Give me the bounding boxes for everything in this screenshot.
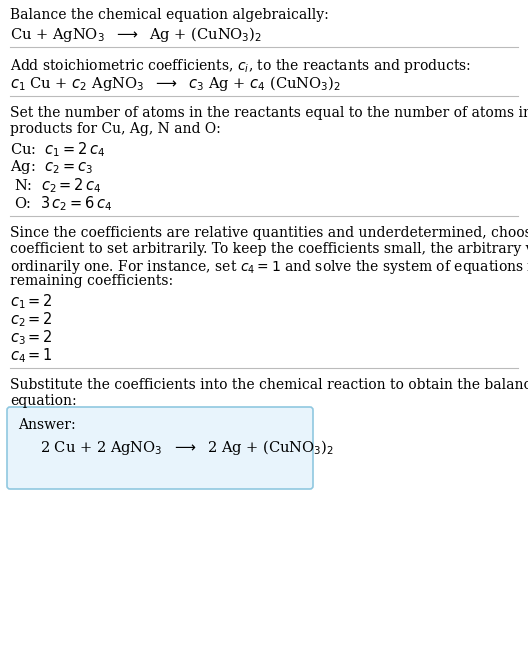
Text: Set the number of atoms in the reactants equal to the number of atoms in the: Set the number of atoms in the reactants… [10,106,528,120]
Text: $c_2 = 2$: $c_2 = 2$ [10,310,53,329]
Text: $c_1$ Cu + $c_2$ AgNO$_3$  $\longrightarrow$  $c_3$ Ag + $c_4$ (CuNO$_3$)$_2$: $c_1$ Cu + $c_2$ AgNO$_3$ $\longrightarr… [10,74,341,93]
Text: Cu + AgNO$_3$  $\longrightarrow$  Ag + (CuNO$_3$)$_2$: Cu + AgNO$_3$ $\longrightarrow$ Ag + (Cu… [10,25,262,44]
Text: ordinarily one. For instance, set $c_4 = 1$ and solve the system of equations fo: ordinarily one. For instance, set $c_4 =… [10,258,528,276]
Text: Answer:: Answer: [18,418,76,432]
Text: Add stoichiometric coefficients, $c_i$, to the reactants and products:: Add stoichiometric coefficients, $c_i$, … [10,57,471,75]
Text: Balance the chemical equation algebraically:: Balance the chemical equation algebraica… [10,8,329,22]
Text: $c_4 = 1$: $c_4 = 1$ [10,346,53,364]
Text: coefficient to set arbitrarily. To keep the coefficients small, the arbitrary va: coefficient to set arbitrarily. To keep … [10,242,528,256]
FancyBboxPatch shape [7,407,313,489]
Text: Since the coefficients are relative quantities and underdetermined, choose a: Since the coefficients are relative quan… [10,226,528,240]
Text: Ag:  $c_2 = c_3$: Ag: $c_2 = c_3$ [10,158,93,176]
Text: 2 Cu + 2 AgNO$_3$  $\longrightarrow$  2 Ag + (CuNO$_3$)$_2$: 2 Cu + 2 AgNO$_3$ $\longrightarrow$ 2 Ag… [40,438,334,457]
Text: products for Cu, Ag, N and O:: products for Cu, Ag, N and O: [10,122,221,136]
Text: Substitute the coefficients into the chemical reaction to obtain the balanced: Substitute the coefficients into the che… [10,378,528,392]
Text: $c_3 = 2$: $c_3 = 2$ [10,328,53,347]
Text: Cu:  $c_1 = 2\,c_4$: Cu: $c_1 = 2\,c_4$ [10,140,106,158]
Text: equation:: equation: [10,394,77,408]
Text: N:  $c_2 = 2\,c_4$: N: $c_2 = 2\,c_4$ [14,176,101,195]
Text: $c_1 = 2$: $c_1 = 2$ [10,292,53,311]
Text: O:  $3\,c_2 = 6\,c_4$: O: $3\,c_2 = 6\,c_4$ [14,194,112,213]
Text: remaining coefficients:: remaining coefficients: [10,274,173,288]
